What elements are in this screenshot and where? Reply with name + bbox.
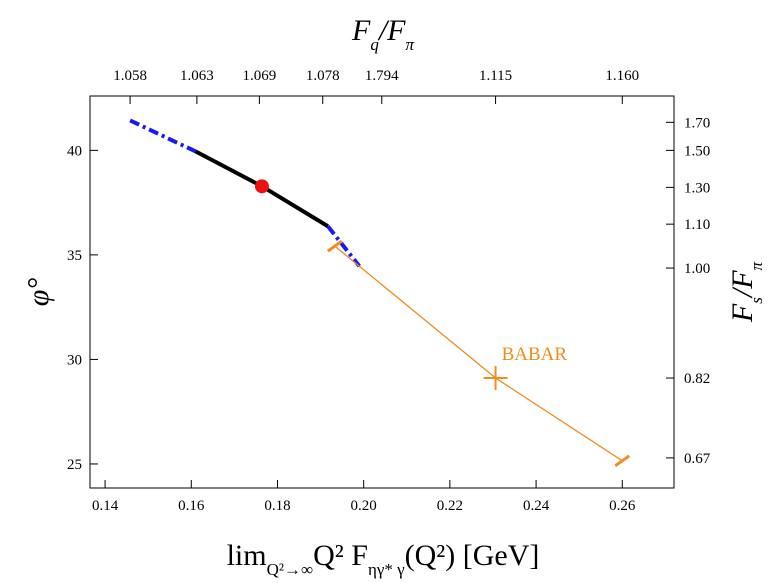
end-tick: [326, 239, 343, 253]
point: [254, 179, 269, 194]
x-axis-label-part: Q² F: [313, 539, 368, 572]
y2-tick-label: 0.67: [684, 451, 711, 467]
x-tick-label: 0.22: [437, 498, 463, 514]
x-tick-label: 0.16: [178, 498, 205, 514]
x2-tick-label: 1.063: [180, 68, 214, 84]
x2-axis-label-part: /F: [377, 14, 406, 47]
series-line: [129, 118, 197, 154]
y-tick-label: 35: [67, 248, 82, 264]
plot-frame: [89, 95, 675, 489]
y2-axis-label: Fs/Fπ: [726, 261, 766, 323]
y2-axis-label-part: π: [747, 261, 766, 270]
x-axis-label-part: Q²→∞: [267, 560, 314, 579]
y2-tick-label: 1.50: [684, 143, 710, 159]
y2-tick-label: 1.00: [684, 261, 710, 277]
y2-tick-label: 1.10: [684, 217, 710, 233]
x2-axis-label-part: π: [405, 35, 414, 54]
x-axis-label-part: ηγ* γ: [368, 560, 405, 579]
y-axis-label-part: φ°: [22, 278, 55, 307]
x-tick-label: 0.26: [609, 498, 636, 514]
x2-axis-label-part: F: [351, 14, 371, 47]
y-axis-label: φ°: [22, 278, 55, 307]
y2-tick-label: 1.70: [684, 115, 710, 131]
x-axis-label-part: lim: [227, 539, 267, 572]
x-tick-label: 0.20: [351, 498, 377, 514]
y2-tick-label: 1.30: [684, 180, 710, 196]
y-tick-label: 25: [67, 457, 82, 473]
x2-axis-label-part: q: [370, 35, 379, 54]
x2-tick-label: 1.069: [243, 68, 277, 84]
y2-axis-label-part: /F: [726, 270, 759, 299]
x-tick-label: 0.24: [523, 498, 550, 514]
x2-tick-label: 1.078: [306, 68, 340, 84]
series-line: [326, 225, 361, 268]
x-tick-label: 0.14: [92, 498, 119, 514]
x2-tick-label: 1.794: [365, 68, 399, 84]
x-tick-label: 0.18: [264, 498, 290, 514]
babar-label: BABAR: [502, 344, 568, 365]
x2-tick-label: 1.058: [113, 68, 147, 84]
y2-tick-label: 0.82: [684, 371, 710, 387]
series-line: [334, 245, 623, 462]
x2-axis-label: Fq/Fπ: [351, 14, 415, 54]
y2-axis-label-part: s: [747, 297, 766, 304]
x2-tick-label: 1.115: [479, 68, 512, 84]
x-axis-label: limQ²→∞Q² Fηγ* γ(Q²) [GeV]: [227, 539, 540, 579]
x-axis-label-part: (Q²) [GeV]: [405, 539, 540, 572]
x2-tick-label: 1.160: [605, 68, 639, 84]
end-tick: [614, 454, 631, 468]
y-tick-label: 30: [67, 352, 82, 368]
y-tick-label: 40: [67, 143, 82, 159]
y2-axis-label-part: F: [726, 303, 759, 323]
